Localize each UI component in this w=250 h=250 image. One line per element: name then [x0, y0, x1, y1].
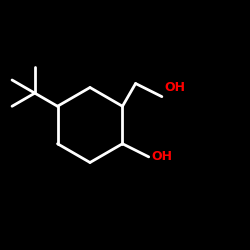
Text: OH: OH: [164, 81, 185, 94]
Text: OH: OH: [151, 150, 172, 164]
